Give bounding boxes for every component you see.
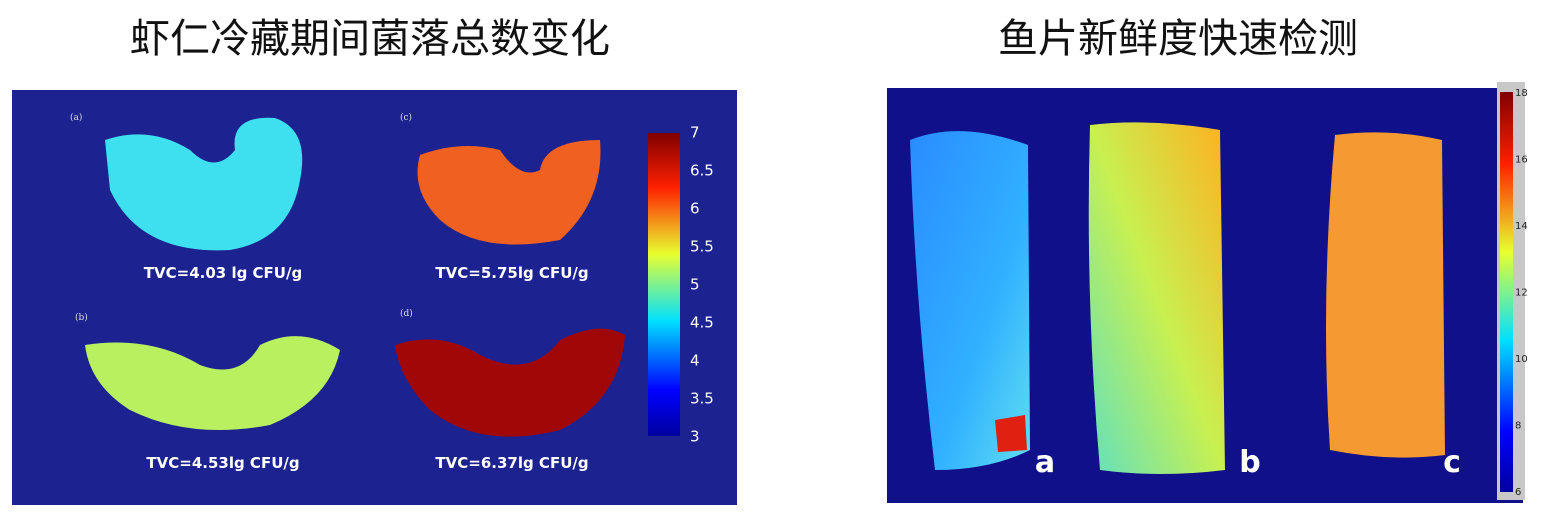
colorbar <box>1500 92 1513 492</box>
sample-label: c <box>1443 445 1461 480</box>
colorbar-tick-label: 6 <box>1515 487 1521 498</box>
colorbar-tick-label: 3.5 <box>690 390 714 408</box>
fillet-b <box>1088 122 1225 474</box>
left-title: 虾仁冷藏期间菌落总数变化 <box>130 16 610 62</box>
caption: TVC=4.53lg CFU/g <box>146 454 299 472</box>
colorbar-tick-label: 4.5 <box>690 314 714 332</box>
colorbar-tick-label: 4 <box>690 352 700 370</box>
panel-label: (b) <box>75 312 88 323</box>
colorbar-tick-label: 7 <box>690 124 700 142</box>
colorbar-tick-label: 16 <box>1515 155 1528 166</box>
panel-label: (a) <box>70 112 82 123</box>
caption: TVC=4.03 lg CFU/g <box>144 264 302 282</box>
sample-label: a <box>1035 445 1055 480</box>
colorbar-tick-label: 5.5 <box>690 238 714 256</box>
right-title: 鱼片新鲜度快速检测 <box>998 16 1358 62</box>
colorbar-tick-label: 6.5 <box>690 162 714 180</box>
shrimp-b <box>85 336 340 430</box>
caption: TVC=5.75lg CFU/g <box>435 264 588 282</box>
colorbar-tick-label: 5 <box>690 276 700 294</box>
fillet-c <box>1326 132 1445 458</box>
fillet-a-spot <box>995 415 1027 452</box>
colorbar-tick-label: 14 <box>1515 221 1528 232</box>
colorbar <box>648 133 680 436</box>
shrimp-d <box>395 328 625 437</box>
colorbar-tick-label: 10 <box>1515 354 1528 365</box>
sample-label: b <box>1239 445 1260 480</box>
panel-label: (c) <box>400 112 412 123</box>
colorbar-tick-label: 6 <box>690 200 700 218</box>
shrimp-a <box>105 117 303 251</box>
panel-label: (d) <box>400 308 413 319</box>
fillet-a <box>910 131 1030 470</box>
colorbar-tick-label: 12 <box>1515 288 1528 299</box>
colorbar-tick-label: 18 <box>1515 88 1528 99</box>
shrimp-c <box>417 140 601 245</box>
colorbar-tick-label: 3 <box>690 428 700 446</box>
colorbar-tick-label: 8 <box>1515 421 1521 432</box>
caption: TVC=6.37lg CFU/g <box>435 454 588 472</box>
